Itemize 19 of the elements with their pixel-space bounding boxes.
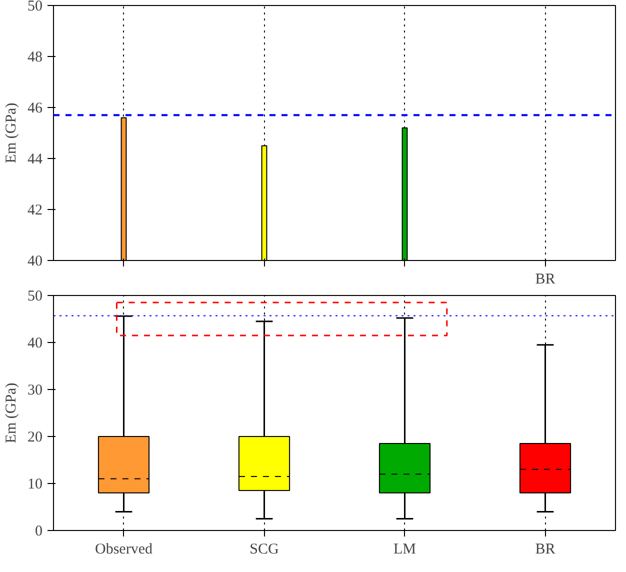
x-tick-label: LM [394,542,416,558]
y-tick-label: 42 [28,202,42,218]
y-tick-label: 48 [28,50,42,66]
x-tick-label: BR [535,542,556,558]
x-tick-label: Observed [95,542,153,558]
y-tick-label: 44 [28,152,43,168]
x-tick-label: SCG [250,542,280,558]
y-tick-label: 40 [28,336,42,352]
y-tick-label: 40 [28,254,42,270]
y-tick-label: 46 [28,100,43,116]
y-axis-title: Em (GPa) [4,382,20,444]
y-axis-title: Em (GPa) [4,102,20,164]
y-tick-label: 0 [35,524,42,540]
y-tick-label: 50 [28,288,42,304]
x-tick-label: BR [535,272,556,288]
y-tick-label: 20 [28,430,42,446]
y-tick-label: 10 [28,476,42,492]
y-tick-label: 30 [28,382,42,398]
y-tick-label: 50 [28,0,42,14]
